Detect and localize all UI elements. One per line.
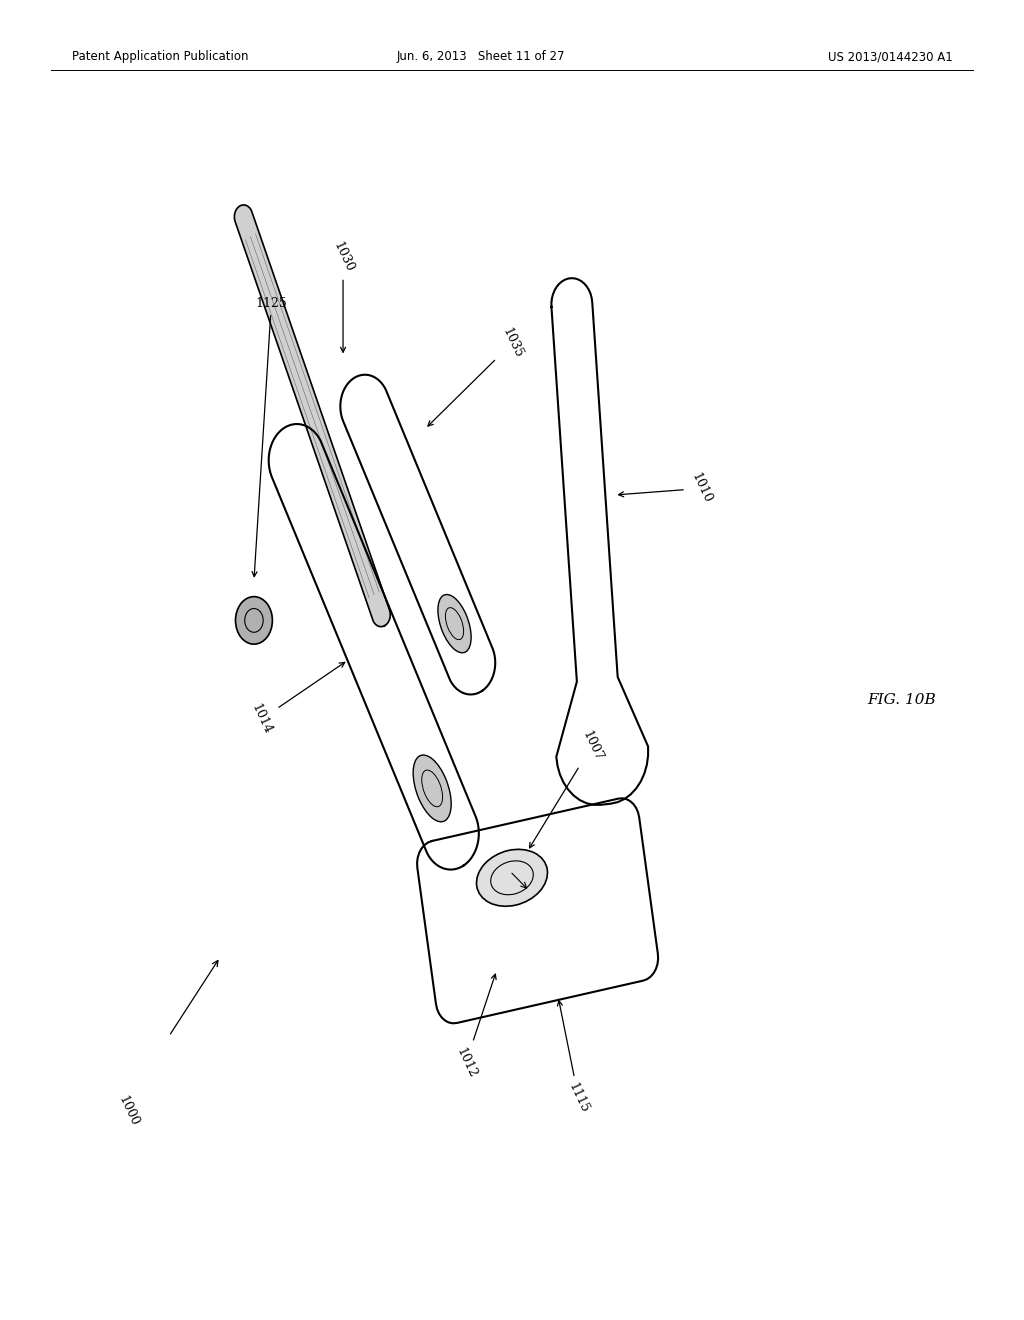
Polygon shape (417, 799, 658, 1023)
Text: 1000: 1000 (116, 1094, 140, 1129)
Text: 1014: 1014 (249, 663, 345, 737)
Text: 1125: 1125 (252, 297, 288, 577)
Polygon shape (268, 424, 479, 870)
Text: 1035: 1035 (428, 326, 524, 426)
Text: 1115: 1115 (557, 1001, 591, 1115)
Ellipse shape (413, 755, 452, 822)
Ellipse shape (476, 849, 548, 907)
Text: 1012: 1012 (454, 974, 496, 1080)
Text: Jun. 6, 2013   Sheet 11 of 27: Jun. 6, 2013 Sheet 11 of 27 (397, 50, 565, 63)
Polygon shape (552, 279, 648, 805)
Text: 1030: 1030 (331, 240, 355, 352)
Polygon shape (340, 375, 496, 694)
Polygon shape (234, 205, 390, 627)
Text: 1010: 1010 (618, 471, 714, 506)
Ellipse shape (438, 594, 471, 653)
Text: FIG. 10B: FIG. 10B (866, 693, 936, 706)
Circle shape (236, 597, 272, 644)
Text: Patent Application Publication: Patent Application Publication (72, 50, 248, 63)
Text: 1007: 1007 (529, 729, 604, 847)
Text: US 2013/0144230 A1: US 2013/0144230 A1 (827, 50, 952, 63)
